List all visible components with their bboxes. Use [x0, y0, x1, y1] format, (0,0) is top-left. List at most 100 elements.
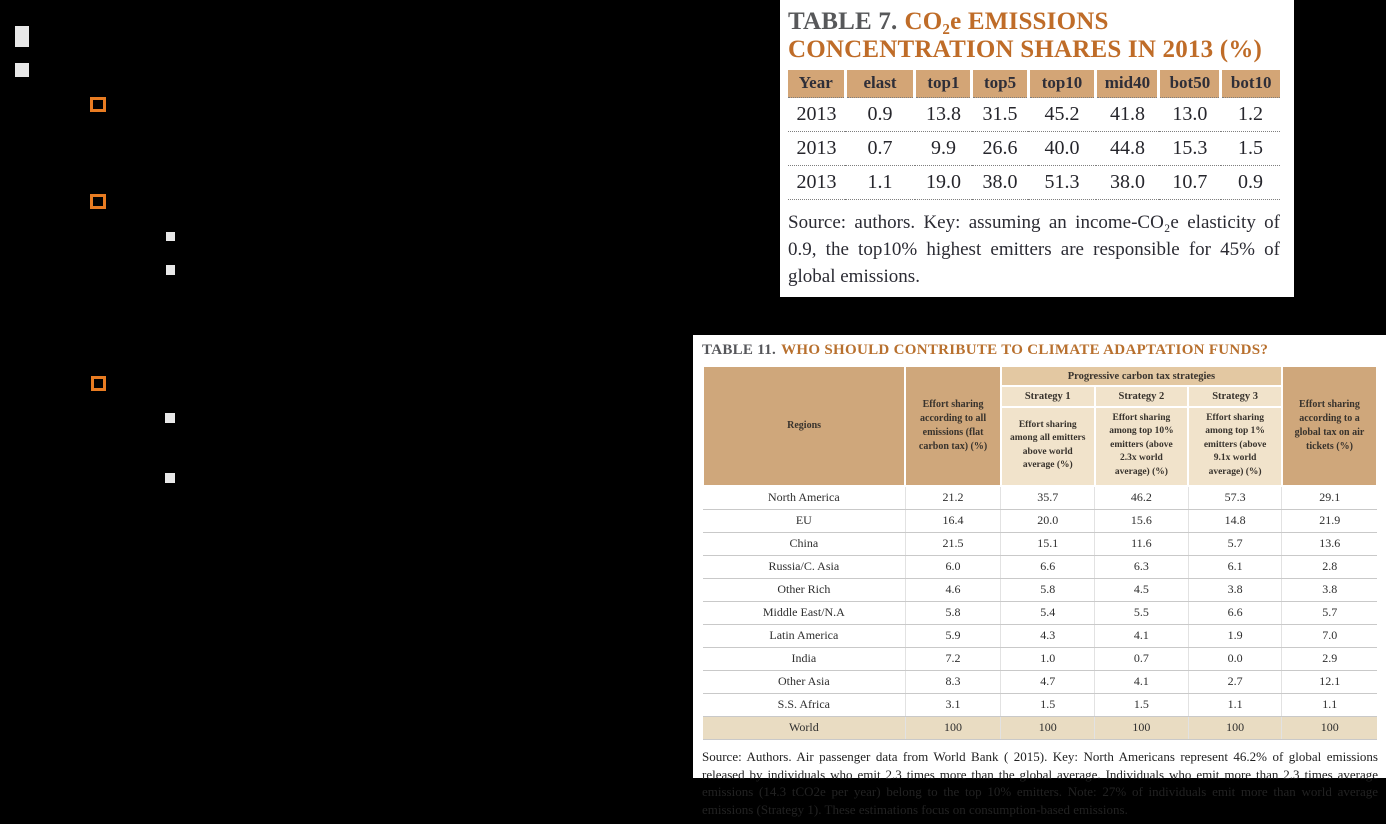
- table11-region-cell: S.S. Africa: [703, 693, 906, 718]
- table11-value-cell: 4.1: [1094, 624, 1189, 649]
- table11-row: S.S. Africa 3.1 1.5 1.5 1.1 1.1: [703, 693, 1377, 718]
- table11-source-note: Source: Authors. Air passenger data from…: [702, 749, 1378, 817]
- table11-value-cell: 4.6: [904, 578, 1001, 603]
- table11-header-flat-tax: Effort sharing according to all emission…: [904, 364, 1002, 488]
- table11-value-cell: 1.9: [1187, 624, 1282, 649]
- table7-cell: 2013: [788, 97, 846, 132]
- table11-value-cell: 15.6: [1094, 509, 1189, 534]
- table11-value-cell: 5.9: [904, 624, 1001, 649]
- table11-value-cell: 1.5: [1000, 693, 1095, 718]
- table11-value-cell: 5.7: [1187, 532, 1282, 557]
- table11-region-cell: Middle East/N.A: [703, 601, 906, 626]
- table11-value-cell: 6.6: [1187, 601, 1282, 626]
- table7-col-header: top5: [970, 70, 1029, 98]
- table11-value-cell: 11.6: [1094, 532, 1189, 557]
- table7-cell: 31.5: [971, 97, 1029, 132]
- table11-value-cell: 100: [1281, 716, 1377, 741]
- table7: Year elast top1 top5 top10 mid40 bot50 b…: [788, 70, 1280, 200]
- table7-cell: 15.3: [1158, 131, 1221, 166]
- table7-row: 2013 1.1 19.0 38.0 51.3 38.0 10.7 0.9: [788, 165, 1280, 200]
- table11-value-cell: 6.6: [1000, 555, 1095, 580]
- table11-value-cell: 46.2: [1094, 486, 1189, 511]
- table11-value-cell: 4.7: [1000, 670, 1095, 695]
- table7-title: TABLE 7. CO₂e EMISSIONS CONCENTRATION SHA…: [788, 8, 1280, 64]
- table11-value-cell: 100: [1187, 716, 1282, 741]
- gray-square-icon: [166, 232, 175, 241]
- table7-source-note: Source: authors. Key: assuming an income…: [788, 212, 1280, 287]
- table11-value-cell: 5.8: [1000, 578, 1095, 603]
- table11-region-cell: India: [703, 647, 906, 672]
- table11-value-cell: 0.0: [1187, 647, 1282, 672]
- table11-value-cell: 3.1: [904, 693, 1001, 718]
- table11-value-cell: 8.3: [904, 670, 1001, 695]
- table7-cell: 2013: [788, 131, 846, 166]
- table11-value-cell: 6.1: [1187, 555, 1282, 580]
- orange-square-icon: [90, 194, 106, 209]
- table11-region-cell: Other Rich: [703, 578, 906, 603]
- table7-cell: 13.8: [914, 97, 972, 132]
- table7-cell: 51.3: [1028, 165, 1096, 200]
- table11-value-cell: 100: [1000, 716, 1095, 741]
- table7-cell: 26.6: [971, 131, 1029, 166]
- gray-square-icon: [165, 473, 175, 483]
- table7-cell: 1.1: [845, 165, 915, 200]
- table11-value-cell: 15.1: [1000, 532, 1095, 557]
- table11-row: EU 16.4 20.0 15.6 14.8 21.9: [703, 509, 1377, 534]
- gray-square-icon: [15, 63, 29, 77]
- table7-cell: 13.0: [1158, 97, 1221, 132]
- table11-value-cell: 21.9: [1281, 509, 1377, 534]
- table11-header-air-tickets: Effort sharing according to a global tax…: [1280, 364, 1379, 488]
- table11-row: Latin America 5.9 4.3 4.1 1.9 7.0: [703, 624, 1377, 649]
- table11-value-cell: 20.0: [1000, 509, 1095, 534]
- table7-cell: 0.9: [845, 97, 915, 132]
- table11-header: Regions Effort sharing according to all …: [701, 364, 1379, 488]
- table7-cell: 41.8: [1095, 97, 1159, 132]
- table7-header-row: Year elast top1 top5 top10 mid40 bot50 b…: [788, 70, 1280, 98]
- table11-value-cell: 14.8: [1187, 509, 1282, 534]
- gray-square-icon: [166, 265, 175, 275]
- orange-square-icon: [91, 376, 106, 391]
- table7-title-prefix: TABLE 7.: [788, 8, 898, 35]
- table7-cell: 0.7: [845, 131, 915, 166]
- table7-cell: 44.8: [1095, 131, 1159, 166]
- table11-row: North America 21.2 35.7 46.2 57.3 29.1: [703, 486, 1377, 511]
- table11-region-cell: China: [703, 532, 906, 557]
- table7-col-header: top1: [913, 70, 972, 98]
- table11-value-cell: 29.1: [1281, 486, 1377, 511]
- table11-value-cell: 100: [1094, 716, 1189, 741]
- table11-value-cell: 5.5: [1094, 601, 1189, 626]
- table11-value-cell: 4.3: [1000, 624, 1095, 649]
- table7-col-header: top10: [1026, 70, 1096, 98]
- gray-square-icon: [15, 26, 29, 47]
- table11: Regions Effort sharing according to all …: [701, 364, 1379, 741]
- table11-value-cell: 2.8: [1281, 555, 1377, 580]
- table11-row: Other Asia 8.3 4.7 4.1 2.7 12.1: [703, 670, 1377, 695]
- table11-row: Other Rich 4.6 5.8 4.5 3.8 3.8: [703, 578, 1377, 603]
- table11-value-cell: 4.5: [1094, 578, 1189, 603]
- table11-value-cell: 1.1: [1281, 693, 1377, 718]
- table11-value-cell: 57.3: [1187, 486, 1282, 511]
- table11-header-regions: Regions: [701, 364, 907, 488]
- table11-region-cell: World: [703, 716, 906, 741]
- table7-cell: 9.9: [914, 131, 972, 166]
- table11-row: Middle East/N.A 5.8 5.4 5.5 6.6 5.7: [703, 601, 1377, 626]
- table11-row: Russia/C. Asia 6.0 6.6 6.3 6.1 2.8: [703, 555, 1377, 580]
- table7-cell: 10.7: [1158, 165, 1221, 200]
- table7-cell: 38.0: [1095, 165, 1159, 200]
- table11-value-cell: 21.5: [904, 532, 1001, 557]
- table11-value-cell: 3.8: [1281, 578, 1377, 603]
- table11-header-group: Progressive carbon tax strategies: [999, 365, 1283, 387]
- table7-body: 2013 0.9 13.8 31.5 45.2 41.8 13.0 1.2 2013 0.7 9.9…: [788, 97, 1280, 200]
- table11-region-cell: Latin America: [703, 624, 906, 649]
- table7-cell: 0.9: [1220, 165, 1280, 200]
- table11-value-cell: 2.9: [1281, 647, 1377, 672]
- table7-col-header: Year: [788, 70, 846, 98]
- table11-value-cell: 6.0: [904, 555, 1001, 580]
- table7-panel: TABLE 7. CO₂e EMISSIONS CONCENTRATION SHA…: [780, 0, 1294, 297]
- table11-value-cell: 13.6: [1281, 532, 1377, 557]
- table7-cell: 1.5: [1220, 131, 1280, 166]
- table7-row: 2013 0.7 9.9 26.6 40.0 44.8 15.3 1.5: [788, 131, 1280, 166]
- table11-strategy1-label: Strategy 1: [999, 385, 1096, 408]
- table11-value-cell: 21.2: [904, 486, 1001, 511]
